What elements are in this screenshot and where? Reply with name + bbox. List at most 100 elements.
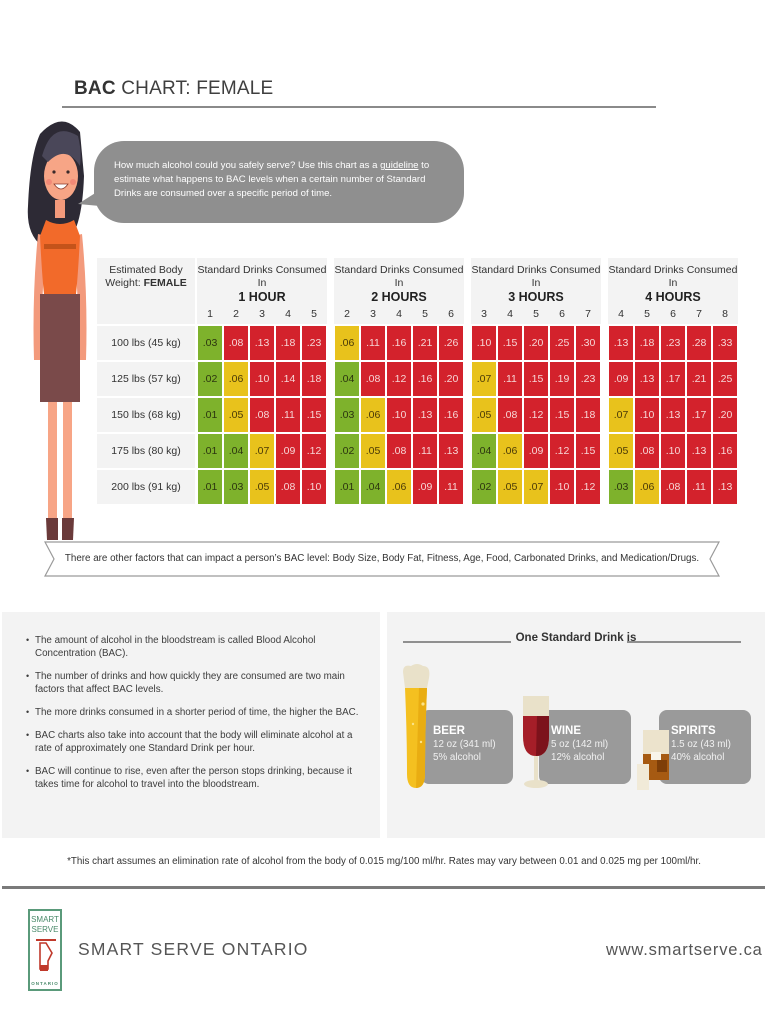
bac-value-cell: .06	[634, 470, 660, 504]
bac-value-cell: .10	[301, 470, 327, 504]
brand-name: SMART SERVE ONTARIO	[78, 939, 309, 959]
elimination-footnote: *This chart assumes an elimination rate …	[67, 856, 701, 867]
website-link[interactable]: www.smartserve.ca	[606, 941, 763, 959]
bac-value-cell: .01	[197, 470, 223, 504]
factors-banner-shape	[44, 541, 720, 577]
heading-rule-right	[627, 641, 741, 643]
fact-item: The number of drinks and how quickly the…	[26, 670, 362, 696]
bac-value-cell: .02	[471, 470, 497, 504]
bac-value-cell: .19	[549, 362, 575, 396]
bac-value-cell: .25	[712, 362, 738, 396]
bac-value-cell: .25	[549, 326, 575, 360]
bac-value-cell: .11	[686, 470, 712, 504]
block-header: Standard Drinks Consumed In 2 HOURS	[334, 258, 464, 306]
bac-value-cell: .05	[608, 434, 634, 468]
hours-label: 3 HOURS	[508, 290, 564, 304]
weight-header: Estimated Body Weight: FEMALE	[97, 258, 195, 324]
smart-serve-logo: SMART SERVE ONTARIO	[28, 909, 62, 991]
bac-value-cell: .11	[412, 434, 438, 468]
bac-value-cell: .08	[660, 470, 686, 504]
bac-value-cell: .18	[301, 362, 327, 396]
hours-label: 4 HOURS	[645, 290, 701, 304]
drink-count: 5	[422, 308, 428, 320]
drink-count: 4	[396, 308, 402, 320]
bac-value-cell: .33	[712, 326, 738, 360]
drink-count: 5	[311, 308, 317, 320]
bac-value-cell: .16	[712, 434, 738, 468]
block-header: Standard Drinks Consumed In 4 HOURS	[608, 258, 738, 306]
table-row: .10.15.20.25.30	[471, 324, 601, 360]
spirits-glass-icon	[637, 730, 669, 790]
bac-value-cell: .20	[438, 362, 464, 396]
drink-count: 4	[618, 308, 624, 320]
bac-value-cell: .16	[386, 326, 412, 360]
table-row: .01.05.08.11.15	[197, 396, 327, 432]
table-row: .03.06.10.13.16	[334, 396, 464, 432]
guideline-link[interactable]: guideline	[380, 160, 419, 171]
bac-value-cell: .12	[386, 362, 412, 396]
table-row: .13.18.23.28.33	[608, 324, 738, 360]
bac-value-cell: .15	[549, 398, 575, 432]
drink-count: 2	[344, 308, 350, 320]
bac-value-cell: .07	[608, 398, 634, 432]
bac-value-cell: .07	[523, 470, 549, 504]
footer-divider	[2, 886, 765, 889]
bac-value-cell: .11	[438, 470, 464, 504]
weight-label: 125 lbs (57 kg)	[97, 360, 195, 396]
bac-value-cell: .15	[301, 398, 327, 432]
block-3-hours: Standard Drinks Consumed In 3 HOURS 3 4 5 6 7.…	[471, 258, 601, 504]
hours-label: 1 HOUR	[238, 290, 286, 304]
bac-value-cell: .13	[412, 398, 438, 432]
bac-value-cell: .10	[249, 362, 275, 396]
drink-count: 4	[507, 308, 513, 320]
bac-value-cell: .03	[223, 470, 249, 504]
table-row: .07.11.15.19.23	[471, 360, 601, 396]
hours-label: 2 HOURS	[371, 290, 427, 304]
bac-value-cell: .13	[608, 326, 634, 360]
bac-value-cell: .30	[575, 326, 601, 360]
wine-glass-icon	[523, 696, 549, 788]
table-row: .06.11.16.21.26	[334, 324, 464, 360]
bac-value-cell: .08	[634, 434, 660, 468]
bac-value-cell: .13	[249, 326, 275, 360]
bac-value-cell: .08	[223, 326, 249, 360]
drink-count: 8	[722, 308, 728, 320]
bac-value-cell: .23	[660, 326, 686, 360]
bac-value-cell: .04	[360, 470, 386, 504]
drink-count: 4	[285, 308, 291, 320]
drink-count: 5	[644, 308, 650, 320]
drink-count-row: 2 3 4 5 6	[334, 306, 464, 324]
block-header: Standard Drinks Consumed In 1 HOUR	[197, 258, 327, 306]
weight-label: 175 lbs (80 kg)	[97, 432, 195, 468]
title-divider	[62, 106, 656, 108]
drink-count-row: 1 2 3 4 5	[197, 306, 327, 324]
table-row: .02.05.08.11.13	[334, 432, 464, 468]
bac-value-cell: .15	[575, 434, 601, 468]
drink-count-row: 3 4 5 6 7	[471, 306, 601, 324]
bac-value-cell: .06	[360, 398, 386, 432]
block-4-hours: Standard Drinks Consumed In 4 HOURS 4 5 6 7 8.…	[608, 258, 738, 504]
bac-value-cell: .17	[686, 398, 712, 432]
wine-card: WINE 5 oz (142 ml) 12% alcohol	[539, 710, 631, 784]
bac-value-cell: .23	[301, 326, 327, 360]
block-1-hour: Standard Drinks Consumed In 1 HOUR 1 2 3 4 5 .0…	[197, 258, 327, 504]
weight-label: 200 lbs (91 kg)	[97, 468, 195, 504]
bac-value-cell: .20	[712, 398, 738, 432]
bac-value-cell: .14	[275, 362, 301, 396]
drink-count: 2	[233, 308, 239, 320]
bac-value-cell: .06	[497, 434, 523, 468]
bac-value-cell: .15	[523, 362, 549, 396]
bac-value-cell: .04	[471, 434, 497, 468]
bac-value-cell: .01	[334, 470, 360, 504]
table-row: .02.06.10.14.18	[197, 360, 327, 396]
bac-value-cell: .11	[360, 326, 386, 360]
bac-value-cell: .18	[634, 326, 660, 360]
beer-card: BEER 12 oz (341 ml) 5% alcohol	[421, 710, 513, 784]
bac-value-cell: .28	[686, 326, 712, 360]
weight-column: Estimated Body Weight: FEMALE 100 lbs (4…	[97, 258, 195, 504]
bac-value-cell: .18	[575, 398, 601, 432]
drink-count: 3	[481, 308, 487, 320]
bac-value-cell: .10	[471, 326, 497, 360]
bac-value-cell: .10	[386, 398, 412, 432]
bac-value-cell: .08	[386, 434, 412, 468]
